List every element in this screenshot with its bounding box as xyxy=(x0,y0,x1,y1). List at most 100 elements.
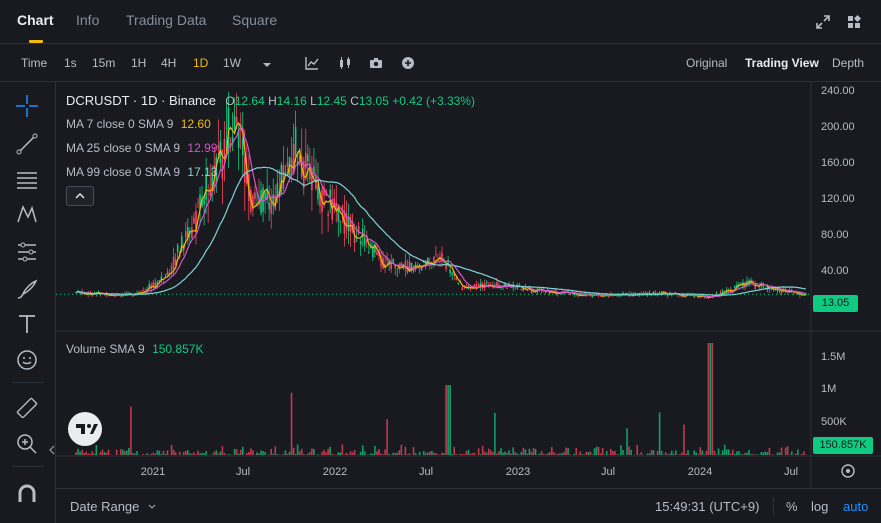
volume-bar xyxy=(160,454,163,455)
view-original[interactable]: Original xyxy=(686,56,728,70)
add-indicator-icon[interactable] xyxy=(401,56,415,70)
measure-icon[interactable] xyxy=(15,240,39,264)
volume-bar xyxy=(768,447,771,455)
text-icon[interactable] xyxy=(15,312,39,336)
percent-toggle[interactable]: % xyxy=(786,499,798,514)
volume-value: 150.857K xyxy=(152,342,204,356)
volume-bar xyxy=(282,453,285,455)
crosshair-icon[interactable] xyxy=(15,94,39,118)
ruler-icon[interactable] xyxy=(15,396,39,420)
ma25-legend[interactable]: MA 25 close 0 SMA 9 12.99 xyxy=(66,141,217,155)
volume-bar xyxy=(524,449,527,455)
log-toggle[interactable]: log xyxy=(811,499,829,514)
interval-4h[interactable]: 4H xyxy=(161,56,177,70)
candle-body xyxy=(378,252,380,257)
chevron-down-icon[interactable] xyxy=(147,502,157,512)
auto-toggle[interactable]: auto xyxy=(843,499,869,514)
expand-icon[interactable] xyxy=(815,14,831,30)
interval-1d[interactable]: 1D xyxy=(193,56,209,70)
volume-bar xyxy=(477,448,480,455)
tab-square[interactable]: Square xyxy=(232,12,278,28)
candle-body xyxy=(752,283,754,285)
date-range-button[interactable]: Date Range xyxy=(70,499,140,514)
candle-body xyxy=(483,283,486,288)
candle-body xyxy=(467,287,470,290)
candle-body xyxy=(634,292,636,295)
zoom-icon[interactable] xyxy=(15,432,39,456)
interval-1w[interactable]: 1W xyxy=(223,56,241,70)
interval-1h[interactable]: 1H xyxy=(131,56,147,70)
indicator-chart-icon[interactable] xyxy=(305,56,319,70)
candle-body xyxy=(154,282,157,287)
volume-bar xyxy=(441,452,443,455)
time-tick-label: 2022 xyxy=(323,466,347,478)
tradingview-logo[interactable] xyxy=(68,412,102,446)
ma99-legend[interactable]: MA 99 close 0 SMA 9 17.13 xyxy=(66,165,217,179)
volume-bar xyxy=(83,452,85,455)
settings-gear-icon[interactable] xyxy=(841,464,855,478)
volume-bar xyxy=(561,453,563,455)
volume-bar xyxy=(551,447,553,455)
brush-icon[interactable] xyxy=(15,278,39,302)
candle-body xyxy=(311,168,313,191)
volume-bar xyxy=(422,451,425,455)
volume-bar xyxy=(262,451,264,455)
volume-bar xyxy=(264,451,266,455)
volume-bar xyxy=(219,451,222,455)
candle-body xyxy=(522,288,525,292)
volume-bar xyxy=(699,447,702,455)
interval-15m[interactable]: 15m xyxy=(92,56,116,70)
magnet-icon[interactable] xyxy=(15,482,39,506)
pattern-icon[interactable] xyxy=(15,202,39,226)
volume-bar xyxy=(542,453,545,455)
chart-area[interactable]: 240.00200.00160.00120.0080.0040.000.001.… xyxy=(56,82,881,523)
interval-1s[interactable]: 1s xyxy=(64,56,77,70)
candle-body xyxy=(516,285,519,289)
candle-body xyxy=(148,284,151,288)
view-trading-view[interactable]: Trading View xyxy=(745,56,819,70)
price-volume-chart[interactable]: 240.00200.00160.00120.0080.0040.000.001.… xyxy=(56,82,881,488)
volume-bar xyxy=(187,450,189,455)
candle-body xyxy=(506,288,508,290)
volume-legend[interactable]: Volume SMA 9 150.857K xyxy=(66,342,203,356)
candle-body xyxy=(162,280,165,282)
caret-down-icon[interactable] xyxy=(260,58,274,72)
fib-icon[interactable] xyxy=(15,168,39,192)
tab-chart[interactable]: Chart xyxy=(17,12,54,28)
emoji-icon[interactable] xyxy=(15,348,39,372)
camera-icon[interactable] xyxy=(369,56,383,70)
view-depth[interactable]: Depth xyxy=(832,56,865,70)
candle-body xyxy=(298,155,301,162)
volume-bar xyxy=(754,454,756,455)
candle-body xyxy=(780,290,783,294)
volume-bar xyxy=(673,453,675,455)
volume-bar xyxy=(433,452,435,455)
volume-bar xyxy=(614,450,616,455)
volume-bar xyxy=(246,452,248,455)
tab-info[interactable]: Info xyxy=(76,12,100,28)
candle-body xyxy=(424,260,427,267)
sidebar-collapse-icon[interactable] xyxy=(48,444,56,456)
volume-bar xyxy=(235,449,238,455)
current-price-badge: 13.05 xyxy=(813,295,858,312)
candle-body xyxy=(213,165,216,170)
volume-bar xyxy=(601,448,604,455)
volume-bar xyxy=(479,454,482,455)
legend-collapse-button[interactable] xyxy=(66,186,94,206)
candle-body xyxy=(197,202,199,203)
volume-bar xyxy=(487,448,490,455)
clock-time[interactable]: 15:49:31 (UTC+9) xyxy=(655,499,760,514)
layout-grid-icon[interactable] xyxy=(846,14,862,30)
volume-bar xyxy=(685,453,687,455)
candle-body xyxy=(762,283,765,288)
tab-trading-data[interactable]: Trading Data xyxy=(126,12,207,28)
ma7-legend[interactable]: MA 7 close 0 SMA 9 12.60 xyxy=(66,117,211,131)
candle-body xyxy=(75,292,77,294)
candlestick-icon[interactable] xyxy=(338,56,352,70)
trendline-icon[interactable] xyxy=(15,132,39,156)
volume-bar xyxy=(136,451,138,455)
volume-bar xyxy=(172,449,175,455)
volume-bar xyxy=(142,453,144,455)
candle-body xyxy=(697,297,700,298)
interval-time[interactable]: Time xyxy=(21,56,48,70)
